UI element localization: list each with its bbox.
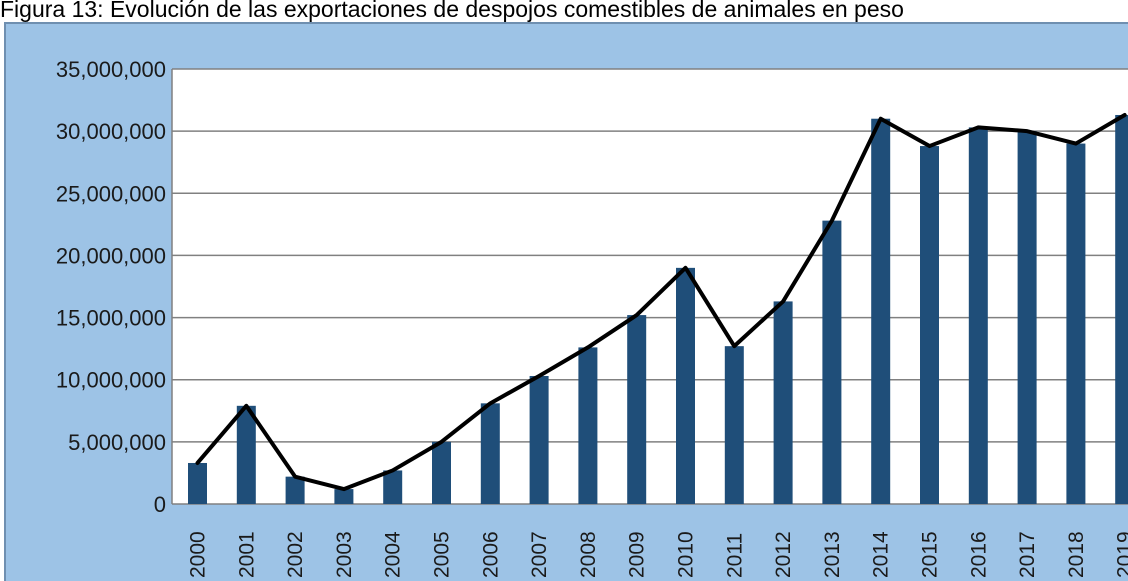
x-tick-label: 2004 (382, 531, 405, 578)
bar-2012 (773, 301, 793, 504)
bar-2013 (822, 220, 842, 504)
bar-2010 (676, 267, 695, 504)
bar-2006 (480, 403, 500, 504)
bar-2011 (724, 346, 744, 504)
trend-line (195, 112, 1127, 492)
x-tick-label: 2006 (479, 531, 502, 578)
x-tick-label: 2015 (919, 531, 942, 578)
x-tick-label: 2003 (333, 531, 356, 578)
bar-2018 (1066, 143, 1086, 505)
x-tick-label: 2019 (1114, 531, 1128, 578)
x-tick-label: 2010 (675, 531, 698, 578)
y-tick-label: 10,000,000 (56, 368, 166, 393)
bar-2014 (871, 118, 891, 504)
x-tick-label: 2002 (284, 531, 307, 578)
bar-2003 (334, 489, 354, 504)
bar-2001 (236, 405, 256, 504)
x-tick-label: 2011 (723, 533, 746, 578)
bar-2005 (432, 441, 451, 504)
bar-2002 (285, 476, 305, 504)
bar-2016 (968, 127, 988, 505)
bar-2004 (383, 470, 403, 504)
x-tick-label: 2012 (772, 531, 795, 578)
x-tick-label: 2001 (235, 531, 258, 578)
bars (188, 114, 1128, 505)
y-axis-ticks: 0 5,000,000 10,000,000 15,000,000 20,000,000… (56, 57, 166, 517)
bar-2008 (578, 347, 598, 504)
y-tick-label: 5,000,000 (68, 430, 166, 455)
y-tick-label: 20,000,000 (56, 243, 166, 268)
x-tick-label: 2005 (431, 531, 454, 578)
series-line (195, 112, 1127, 492)
x-tick-label: 2016 (967, 531, 990, 578)
bar-2000 (188, 462, 207, 504)
y-tick-label: 15,000,000 (56, 306, 166, 331)
x-tick-label: 2008 (577, 531, 600, 578)
y-tick-label: 30,000,000 (56, 119, 166, 144)
x-tick-label: 2014 (870, 531, 893, 578)
y-tick-label: 0 (154, 492, 166, 517)
x-axis-ticks: 2000 2001 2002 2003 2004 2005 2006 2007 2008 2009… (187, 531, 1128, 578)
bar-2019 (1115, 114, 1128, 504)
gridlines (171, 68, 1128, 505)
y-tick-label: 35,000,000 (56, 57, 166, 82)
x-tick-label: 2000 (187, 531, 210, 578)
bar-2009 (627, 315, 647, 504)
bar-2007 (529, 375, 549, 504)
bar-2015 (920, 146, 939, 505)
x-tick-label: 2009 (626, 531, 649, 578)
y-tick-label: 25,000,000 (56, 181, 166, 206)
x-tick-label: 2018 (1065, 531, 1088, 578)
figure-title: Figura 13: Evolución de las exportacione… (0, 0, 904, 22)
plot-area (172, 69, 1128, 504)
bar-2017 (1017, 131, 1037, 504)
x-tick-label: 2017 (1016, 531, 1039, 578)
x-tick-label: 2013 (821, 531, 844, 578)
x-tick-label: 2007 (528, 531, 551, 578)
